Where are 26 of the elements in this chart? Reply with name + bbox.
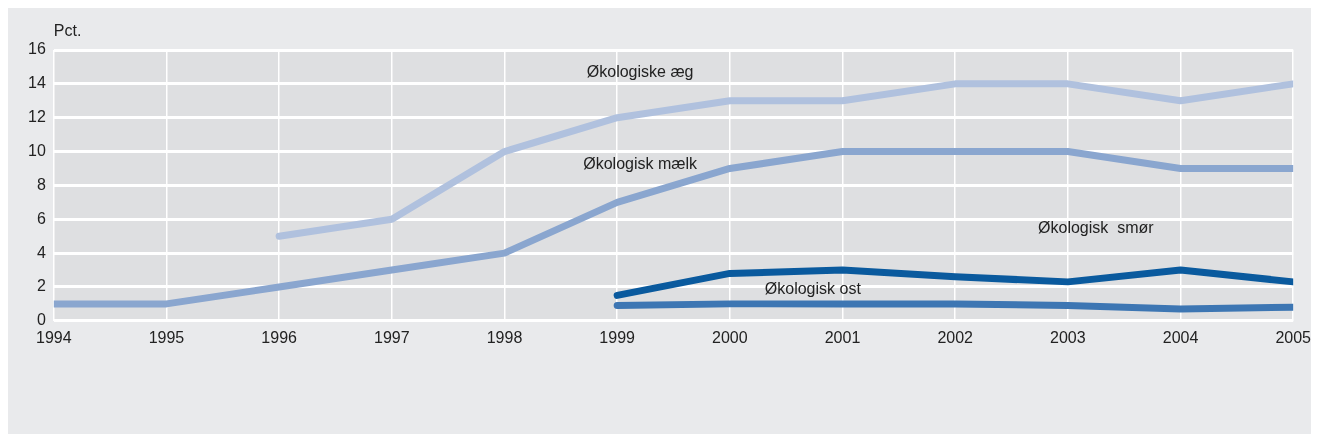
x-tick-label: 1999 — [599, 328, 636, 346]
y-tick-label: 8 — [36, 175, 46, 193]
x-tick-label: 1994 — [36, 328, 72, 346]
y-tick-label: 0 — [36, 311, 46, 329]
y-tick-label: 6 — [36, 209, 46, 227]
x-tick-label: 1997 — [374, 328, 410, 346]
y-tick-label: 2 — [36, 277, 46, 295]
y-tick-label: 12 — [28, 108, 46, 126]
series-label: Økologisk mælk — [583, 154, 699, 172]
x-tick-label: 1995 — [148, 328, 185, 346]
x-tick-label: 2005 — [1275, 328, 1312, 346]
y-tick-label: 10 — [28, 141, 46, 159]
y-tick-label: 16 — [28, 40, 46, 58]
x-tick-label: 1996 — [261, 328, 298, 346]
x-tick-label: 2002 — [937, 328, 974, 346]
series-label: Økologiske æg — [586, 63, 694, 81]
x-tick-label: 2004 — [1162, 328, 1199, 346]
y-tick-label: 14 — [28, 74, 46, 92]
x-tick-label: 2000 — [712, 328, 748, 346]
series-label: Økologisk ost — [764, 280, 862, 298]
text: Økologisk smør — [1038, 219, 1155, 237]
y-tick-label: 4 — [36, 243, 46, 261]
x-tick-label: 1998 — [486, 328, 523, 346]
x-tick-label: 2003 — [1050, 328, 1086, 346]
x-tick-label: 2001 — [824, 328, 861, 346]
y-axis-title: Pct. — [53, 22, 82, 40]
